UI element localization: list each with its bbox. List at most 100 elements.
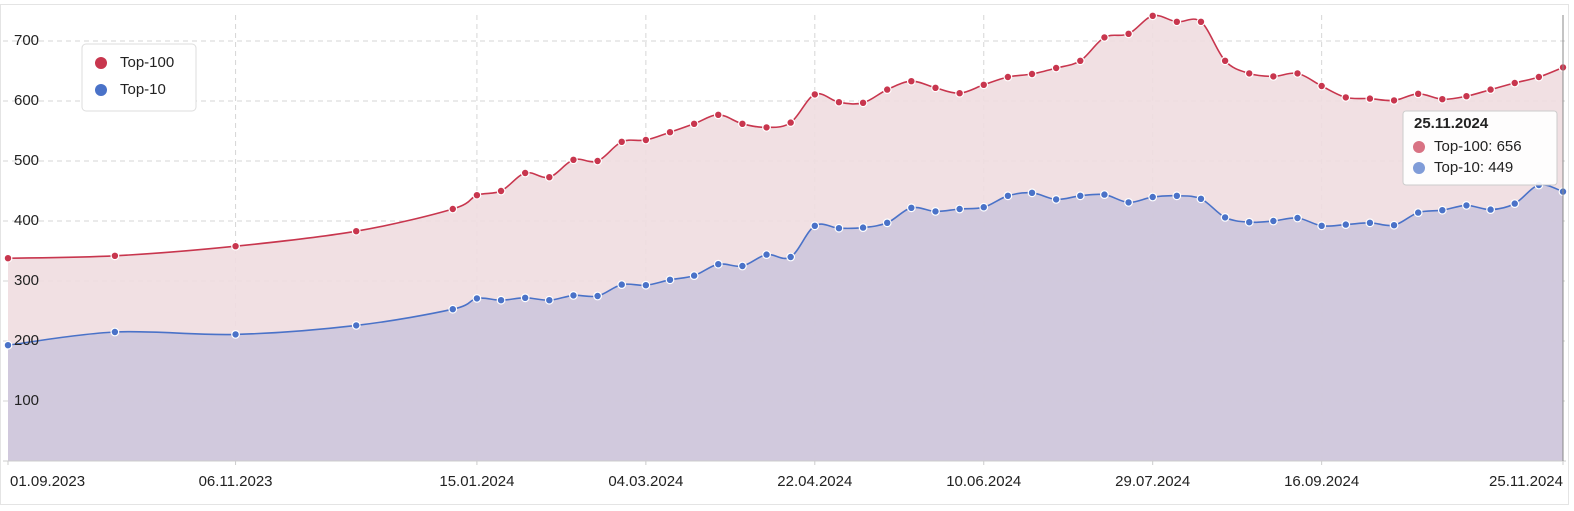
point bbox=[569, 291, 578, 300]
y-tick-label: 300 bbox=[14, 272, 39, 289]
y-tick-label: 700 bbox=[14, 32, 39, 49]
tooltip-series: Top-100 bbox=[1434, 138, 1488, 155]
point bbox=[593, 156, 602, 166]
line bbox=[7, 183, 1564, 346]
point bbox=[1486, 85, 1495, 94]
x-tick-label: 16.09.2024 bbox=[1284, 473, 1359, 490]
legend-label: Top-100 bbox=[120, 54, 174, 71]
point bbox=[351, 321, 361, 330]
x-tick-label: 15.01.2024 bbox=[439, 473, 514, 490]
y-tick-label: 400 bbox=[14, 212, 39, 229]
point bbox=[1027, 69, 1037, 79]
point bbox=[955, 88, 965, 98]
point bbox=[472, 294, 482, 303]
point bbox=[544, 295, 554, 305]
point bbox=[1196, 194, 1206, 204]
point bbox=[1365, 94, 1375, 103]
point bbox=[3, 253, 13, 263]
point bbox=[1148, 11, 1158, 21]
point bbox=[786, 252, 796, 262]
point bbox=[1003, 72, 1013, 82]
x-tick-label: 01.09.2023 bbox=[10, 473, 85, 490]
point bbox=[955, 204, 965, 214]
point bbox=[1268, 71, 1278, 81]
tooltip-row: Top-10: 449 bbox=[1434, 159, 1513, 176]
tooltip-dot bbox=[1413, 141, 1425, 153]
point bbox=[231, 330, 240, 339]
point bbox=[496, 186, 506, 196]
point bbox=[1172, 17, 1182, 27]
point bbox=[3, 340, 13, 350]
point bbox=[1413, 89, 1423, 99]
point bbox=[1341, 92, 1351, 102]
legend-dot bbox=[95, 84, 107, 96]
point bbox=[906, 203, 916, 213]
point bbox=[713, 259, 723, 269]
point bbox=[544, 172, 554, 182]
lines bbox=[3, 11, 1568, 350]
point bbox=[834, 97, 844, 107]
point bbox=[979, 80, 989, 90]
point bbox=[1148, 192, 1158, 202]
axes: 100 200 300 400 500 600 700 01.09.2023 06.11.202… bbox=[3, 32, 1566, 490]
point bbox=[906, 76, 916, 86]
x-tick-label: 22.04.2024 bbox=[777, 473, 852, 490]
point bbox=[738, 261, 747, 271]
areas bbox=[8, 15, 1563, 462]
point bbox=[1124, 197, 1133, 207]
point bbox=[1220, 56, 1230, 66]
point bbox=[713, 110, 723, 120]
point bbox=[810, 221, 820, 231]
point bbox=[1172, 191, 1182, 201]
point bbox=[665, 127, 675, 137]
point bbox=[931, 206, 940, 216]
point bbox=[1003, 191, 1013, 201]
legend-box bbox=[81, 43, 197, 112]
point bbox=[834, 223, 844, 233]
point bbox=[762, 122, 771, 132]
point bbox=[1051, 194, 1061, 204]
point bbox=[1389, 95, 1399, 105]
point bbox=[617, 137, 627, 147]
point bbox=[1365, 218, 1375, 228]
point bbox=[665, 275, 675, 285]
point bbox=[1437, 94, 1447, 104]
point bbox=[1486, 205, 1495, 215]
point bbox=[351, 226, 361, 236]
point bbox=[762, 250, 771, 260]
point bbox=[979, 202, 989, 212]
point bbox=[858, 98, 868, 108]
point bbox=[786, 118, 796, 127]
point bbox=[882, 218, 892, 228]
separator: : bbox=[1488, 138, 1496, 155]
point bbox=[641, 135, 651, 145]
x-tick-label: 04.03.2024 bbox=[608, 473, 683, 490]
tooltip-series: Top-10 bbox=[1434, 159, 1480, 176]
point bbox=[1075, 191, 1085, 201]
point bbox=[1510, 78, 1520, 88]
point bbox=[593, 291, 602, 301]
point bbox=[472, 190, 482, 200]
point bbox=[520, 168, 530, 178]
point bbox=[1051, 63, 1061, 73]
point bbox=[689, 119, 699, 129]
point bbox=[1244, 217, 1254, 227]
y-tick-label: 100 bbox=[14, 392, 39, 409]
point bbox=[641, 280, 651, 290]
y-tick-label: 500 bbox=[14, 152, 39, 169]
point bbox=[810, 89, 820, 99]
point bbox=[931, 83, 940, 93]
tooltip-value: 449 bbox=[1488, 159, 1513, 176]
point bbox=[1100, 190, 1109, 200]
point bbox=[1341, 220, 1351, 230]
point bbox=[520, 293, 530, 303]
point bbox=[689, 271, 699, 281]
point bbox=[617, 280, 627, 290]
line bbox=[7, 14, 1564, 259]
point bbox=[1293, 213, 1302, 223]
point bbox=[1124, 29, 1133, 39]
point bbox=[1293, 68, 1302, 78]
legend-dot bbox=[95, 57, 107, 69]
point bbox=[1196, 17, 1206, 27]
